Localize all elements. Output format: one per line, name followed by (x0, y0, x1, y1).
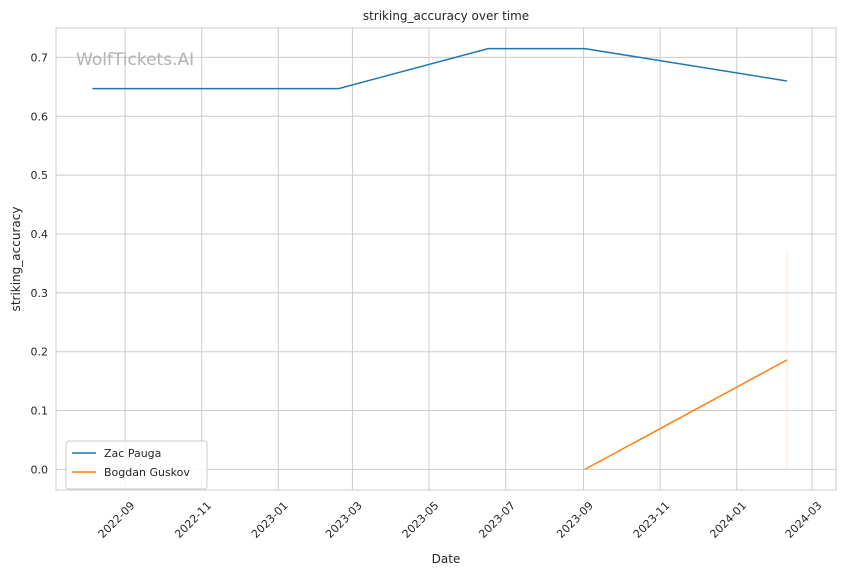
series-line-1 (584, 359, 788, 471)
x-tick-label: 2024-01 (707, 499, 749, 541)
y-tick-label: 0.7 (31, 51, 49, 64)
x-tick-label: 2023-01 (249, 499, 291, 541)
legend-label-0: Zac Pauga (104, 447, 161, 460)
y-tick-label: 0.6 (31, 110, 49, 123)
y-tick-label: 0.5 (31, 169, 49, 182)
plot-area (55, 27, 837, 491)
x-tick-labels: 2022-09 2022-11 2023-01 2023-03 2023-05 2023-… (96, 499, 825, 541)
chart-title: striking_accuracy over time (363, 9, 529, 23)
legend: Zac Pauga Bogdan Guskov (65, 440, 208, 490)
y-axis-label: striking_accuracy (9, 207, 23, 312)
y-tick-label: 0.4 (31, 228, 49, 241)
x-tick-label: 2023-09 (554, 499, 596, 541)
x-tick-label: 2023-05 (400, 499, 442, 541)
series-line-0 (92, 47, 788, 90)
series-layer (92, 47, 788, 471)
y-tick-labels: 0.0 0.1 0.2 0.3 0.4 0.5 0.6 0.7 (31, 51, 49, 476)
legend-label-1: Bogdan Guskov (104, 466, 190, 479)
y-tick-label: 0.3 (31, 287, 49, 300)
x-tick-label: 2023-03 (323, 499, 365, 541)
x-tick-label: 2024-03 (783, 499, 825, 541)
x-tick-label: 2023-07 (476, 499, 518, 541)
x-axis-label: Date (432, 552, 461, 566)
y-tick-label: 0.1 (31, 405, 49, 418)
x-tick-label: 2023-11 (631, 499, 673, 541)
watermark: WolfTickets.AI (76, 50, 194, 70)
y-tick-label: 0.0 (31, 463, 49, 476)
x-tick-label: 2022-09 (96, 499, 138, 541)
x-tick-label: 2022-11 (172, 499, 214, 541)
y-tick-label: 0.2 (31, 346, 49, 359)
legend-box (65, 440, 208, 490)
